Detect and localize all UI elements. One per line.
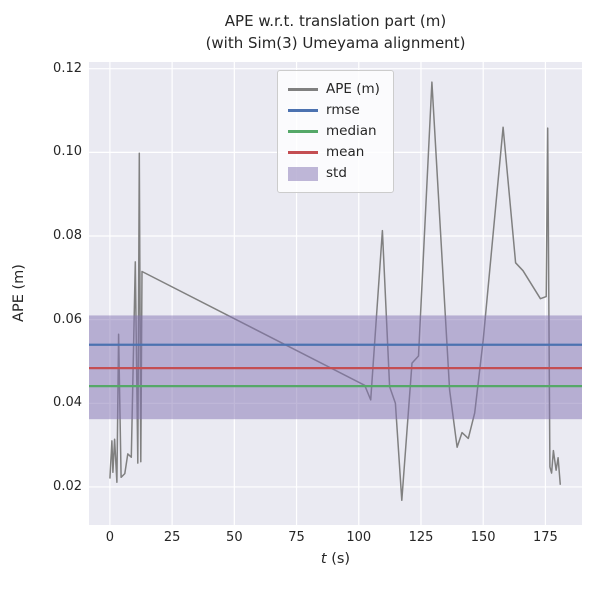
x-axis-label: t (s) bbox=[89, 551, 582, 567]
x-tick-label: 125 bbox=[408, 530, 434, 545]
legend-line-swatch bbox=[288, 151, 318, 154]
x-tick-label: 100 bbox=[346, 530, 372, 545]
legend-item-rmse: rmse bbox=[288, 101, 383, 120]
x-tick-label: 150 bbox=[470, 530, 496, 545]
legend-patch-swatch bbox=[288, 166, 318, 181]
legend: APE (m) rmse median mean std bbox=[277, 70, 394, 193]
y-tick-label: 0.02 bbox=[53, 478, 82, 494]
legend-line-swatch bbox=[288, 88, 318, 91]
legend-item-std: std bbox=[288, 164, 383, 183]
chart-title-line1: APE w.r.t. translation part (m) bbox=[224, 12, 447, 30]
legend-item-mean: mean bbox=[288, 143, 383, 162]
x-tick-label: 75 bbox=[288, 530, 305, 545]
y-tick-label: 0.04 bbox=[53, 395, 82, 411]
x-tick-label: 50 bbox=[226, 530, 243, 545]
legend-label: median bbox=[326, 123, 377, 139]
x-tick-label: 25 bbox=[163, 530, 181, 545]
x-tick-label: 0 bbox=[105, 530, 115, 545]
ape-line bbox=[109, 81, 562, 502]
legend-label: rmse bbox=[326, 102, 360, 118]
legend-label: mean bbox=[326, 144, 365, 160]
y-tick-label: 0.12 bbox=[53, 60, 82, 76]
x-axis-label-variable: t bbox=[320, 551, 327, 567]
x-axis-label-unit: (s) bbox=[326, 551, 351, 567]
chart-title-line2: (with Sim(3) Umeyama alignment) bbox=[205, 34, 466, 52]
legend-label: APE (m) bbox=[326, 81, 380, 97]
legend-item-apem: APE (m) bbox=[288, 80, 383, 99]
x-tick-label: 175 bbox=[532, 530, 558, 545]
legend-line-swatch bbox=[288, 109, 318, 112]
y-tick-label: 0.06 bbox=[53, 311, 82, 327]
legend-line-swatch bbox=[288, 130, 318, 133]
y-tick-label: 0.08 bbox=[53, 227, 82, 243]
legend-item-median: median bbox=[288, 122, 383, 141]
y-tick-label: 0.10 bbox=[53, 144, 82, 160]
chart-title: APE w.r.t. translation part (m) (with Si… bbox=[89, 10, 582, 54]
legend-label: std bbox=[326, 165, 347, 181]
